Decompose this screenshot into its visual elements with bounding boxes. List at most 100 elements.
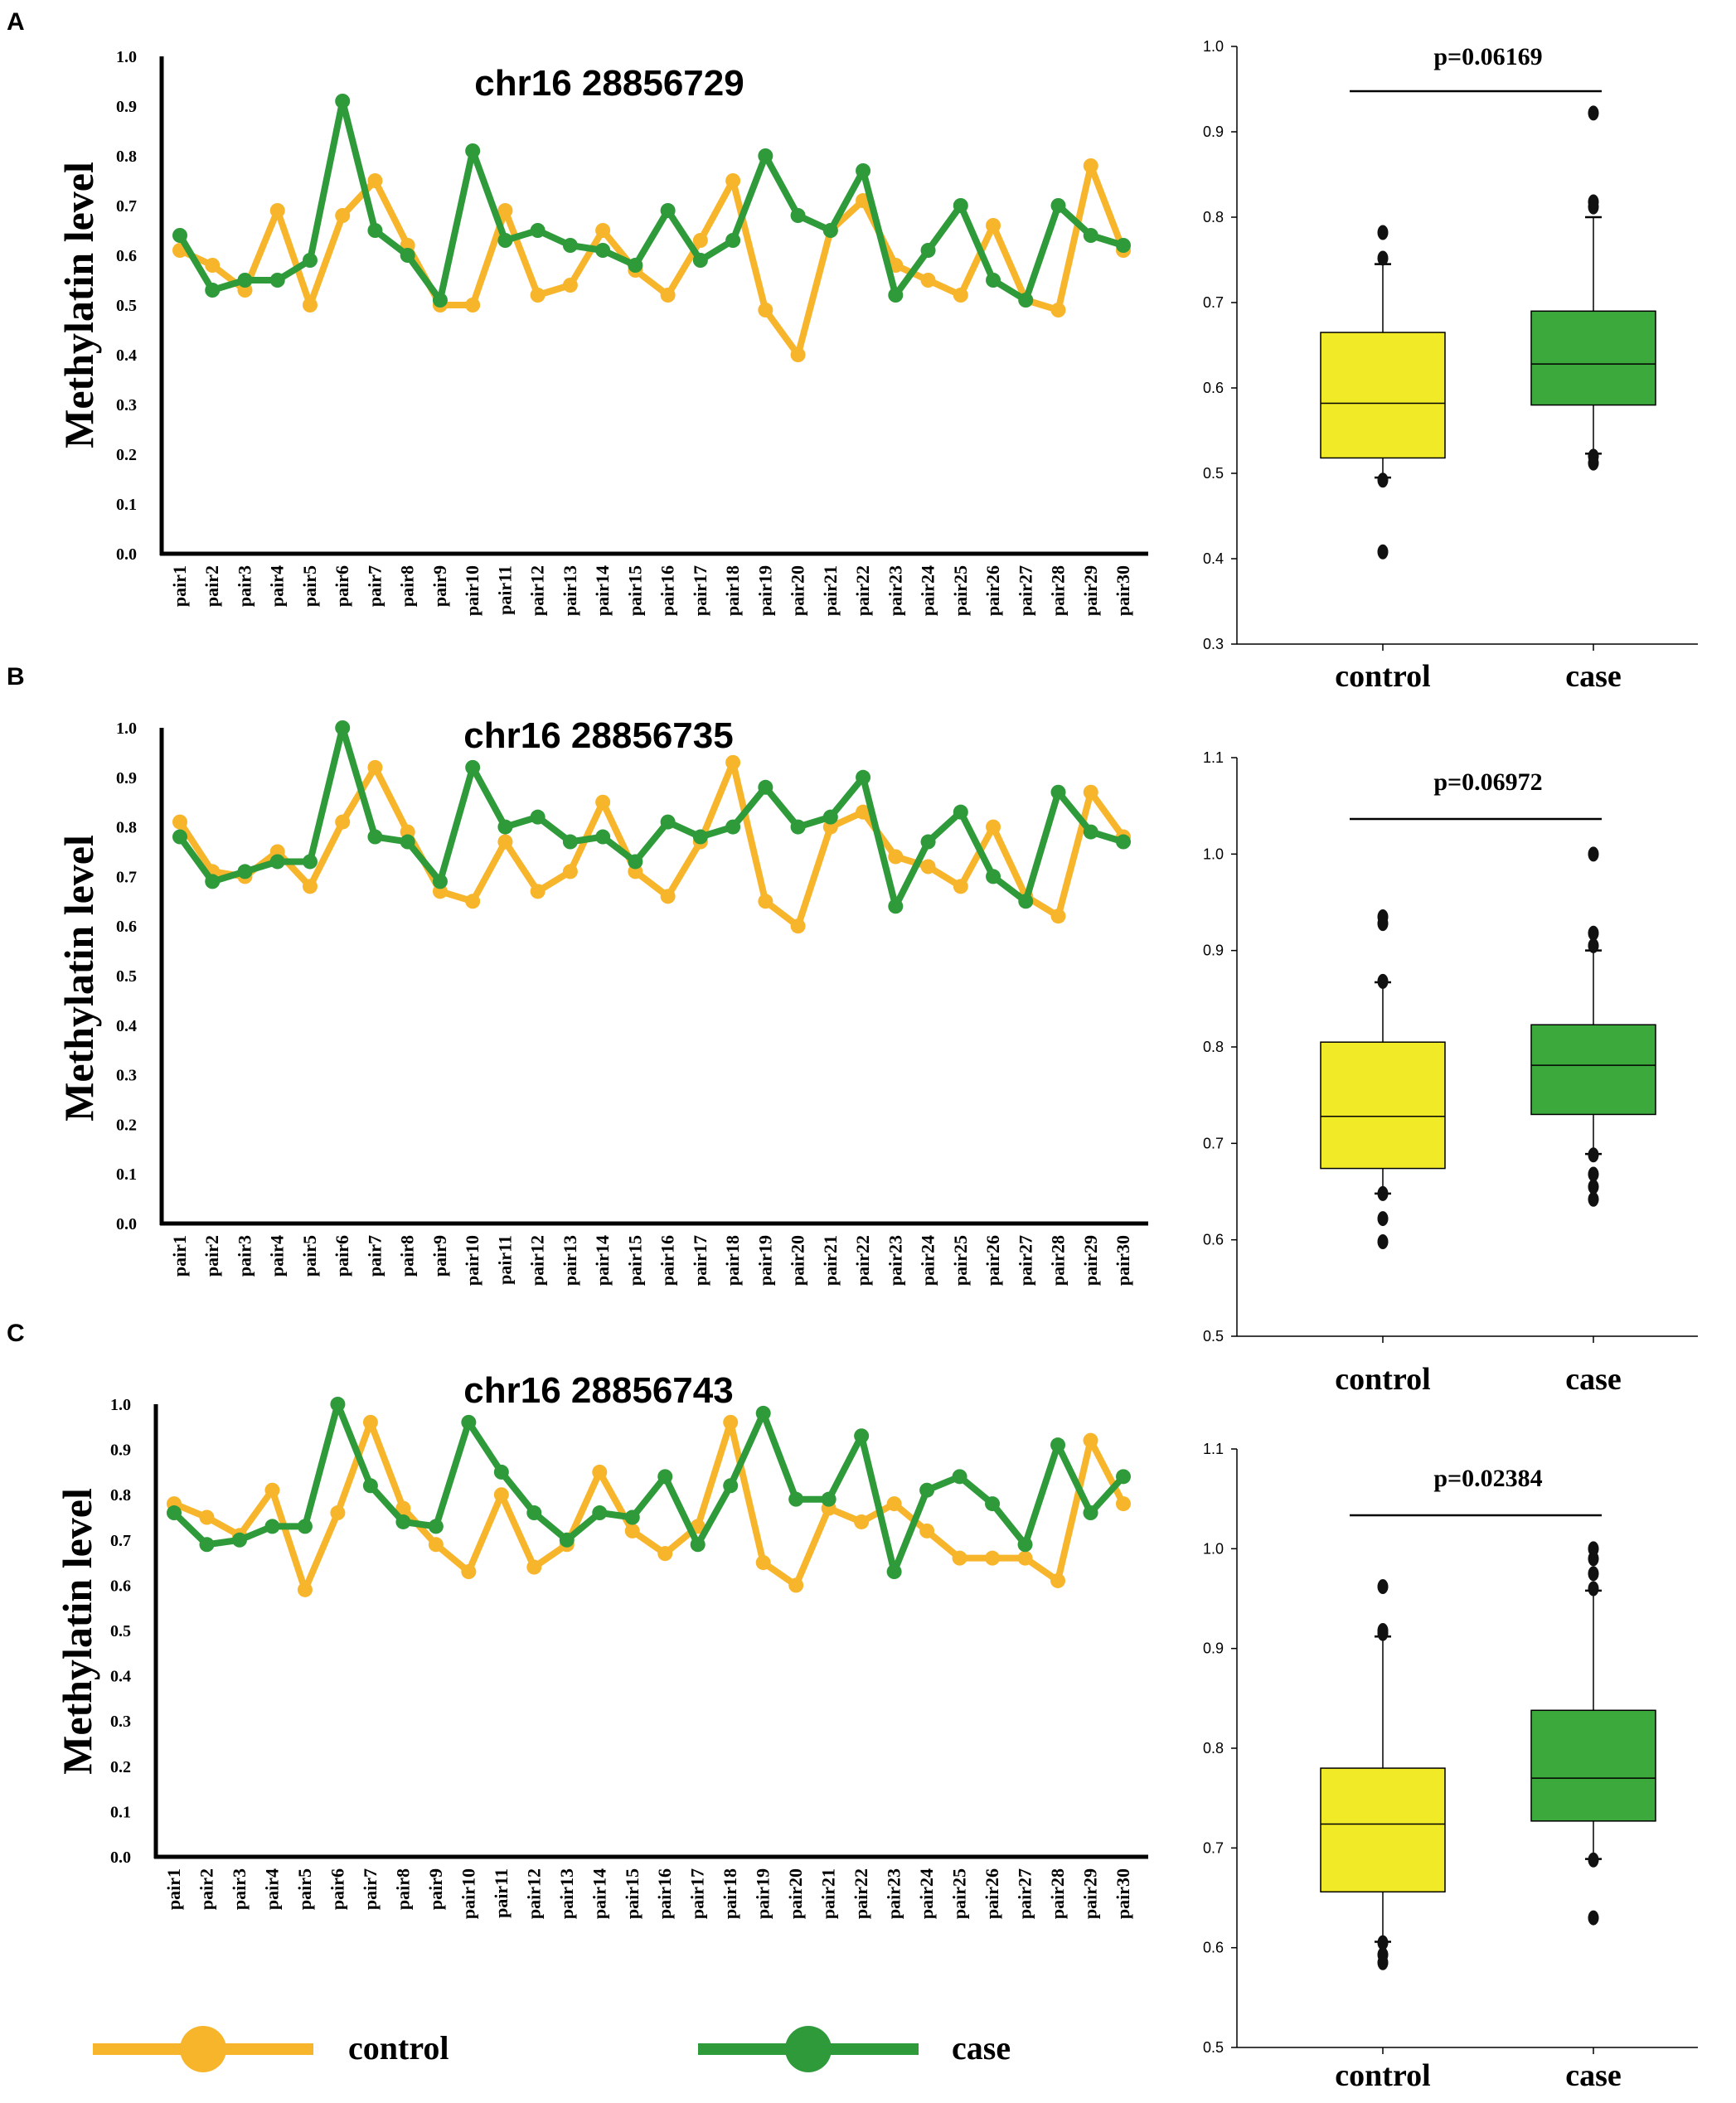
data-point-case — [172, 829, 187, 845]
x-tick-label: pair3 — [234, 1235, 255, 1277]
data-point-case — [624, 1509, 640, 1525]
data-point-control — [562, 278, 578, 293]
box-case: case — [1530, 105, 1656, 694]
data-point-case — [205, 874, 221, 889]
x-tick-label: pair27 — [1015, 565, 1035, 616]
y-tick-label: 0.0 — [116, 1215, 137, 1233]
x-tick-label: pair1 — [169, 1235, 190, 1277]
box-category-label: control — [1335, 1362, 1430, 1397]
data-point-case — [822, 223, 838, 238]
data-point-case — [1083, 1505, 1098, 1521]
data-point-control — [888, 849, 904, 865]
data-point-case — [526, 1505, 542, 1521]
data-point-case — [1116, 834, 1131, 850]
outlier-point — [1588, 1179, 1599, 1194]
x-tick-label: pair2 — [196, 1868, 216, 1910]
x-tick-label: pair9 — [425, 1868, 446, 1910]
box-y-tick-label: 0.8 — [1203, 1039, 1224, 1055]
data-point-case — [986, 273, 1001, 288]
x-tick-label: pair30 — [1113, 1235, 1133, 1286]
data-point-control — [886, 1496, 902, 1512]
data-point-control — [920, 273, 936, 288]
x-tick-label: pair23 — [885, 1235, 905, 1286]
data-point-control — [302, 879, 318, 894]
x-tick-label: pair4 — [261, 1868, 282, 1910]
data-point-control — [497, 203, 513, 218]
x-tick-label: pair29 — [1080, 1868, 1101, 1919]
data-point-control — [660, 889, 676, 904]
data-point-case — [1116, 1469, 1131, 1485]
box-plot: 0.3 0.4 0.5 0.6 0.7 0.8 0.9 1.0 control case p=0.0… — [1203, 38, 1698, 694]
data-point-case — [888, 899, 904, 914]
data-point-case — [167, 1505, 182, 1521]
data-point-case — [400, 248, 415, 263]
y-axis-label: Methylatin level — [54, 1488, 100, 1775]
y-tick-label: 0.6 — [110, 1577, 131, 1595]
data-point-case — [237, 864, 253, 879]
data-point-control — [461, 1564, 477, 1580]
outlier-point — [1377, 1935, 1389, 1950]
data-point-case — [432, 293, 448, 308]
y-tick-label: 0.4 — [116, 346, 137, 365]
y-tick-label: 0.3 — [110, 1713, 131, 1731]
data-point-control — [758, 303, 773, 317]
x-tick-label: pair3 — [234, 565, 255, 607]
x-tick-label: pair27 — [1015, 1868, 1035, 1919]
y-axis-label: Methylatin level — [56, 835, 102, 1122]
box-y-tick-label: 0.5 — [1203, 1328, 1224, 1345]
data-point-control — [725, 173, 741, 188]
box-y-tick-label: 0.6 — [1203, 380, 1224, 396]
box-y-tick-label: 1.1 — [1203, 749, 1224, 766]
data-point-case — [790, 208, 806, 223]
outlier-point — [1588, 194, 1599, 210]
x-tick-label: pair28 — [1048, 565, 1069, 616]
data-point-case — [269, 854, 285, 870]
line-chart-title: chr16 28856729 — [474, 63, 744, 104]
data-point-case — [920, 243, 936, 258]
y-tick-label: 0.3 — [116, 1067, 137, 1085]
outlier-point — [1377, 973, 1389, 989]
x-tick-label: pair6 — [327, 1868, 347, 1910]
outlier-point — [1377, 225, 1389, 240]
data-point-control — [1083, 784, 1098, 800]
outlier-point — [1377, 1211, 1389, 1227]
data-point-control — [920, 859, 936, 875]
data-point-case — [269, 273, 285, 288]
x-tick-label: pair21 — [818, 1868, 839, 1919]
data-point-case — [1018, 894, 1034, 909]
data-point-control — [1050, 909, 1066, 924]
data-point-case — [725, 233, 741, 248]
data-point-control — [953, 288, 968, 303]
x-tick-label: pair5 — [294, 1868, 315, 1910]
data-point-case — [1050, 1437, 1066, 1453]
box-y-tick-label: 1.0 — [1203, 1540, 1224, 1557]
data-point-case — [465, 759, 481, 775]
data-point-case — [920, 834, 936, 850]
x-tick-label: pair27 — [1015, 1235, 1035, 1286]
data-point-case — [953, 804, 968, 820]
y-tick-label: 0.9 — [110, 1442, 131, 1460]
data-point-case — [335, 720, 351, 735]
data-point-control — [497, 834, 513, 850]
x-tick-label: pair18 — [720, 1868, 740, 1919]
x-tick-label: pair20 — [785, 1868, 806, 1919]
data-point-control — [723, 1414, 739, 1430]
box-y-tick-label: 1.0 — [1203, 846, 1224, 862]
data-point-control — [660, 288, 676, 303]
x-tick-label: pair22 — [852, 1235, 873, 1286]
series-case — [172, 94, 1131, 308]
x-tick-label: pair15 — [624, 1235, 645, 1286]
outlier-point — [1377, 1623, 1389, 1639]
x-tick-label: pair28 — [1048, 1235, 1069, 1286]
x-tick-label: pair12 — [527, 1235, 548, 1286]
x-tick-label: pair20 — [788, 565, 808, 616]
data-point-control — [269, 203, 285, 218]
x-tick-label: pair14 — [592, 565, 613, 616]
box-control: control — [1320, 909, 1446, 1397]
data-point-case — [237, 273, 253, 288]
p-value: p=0.06972 — [1433, 768, 1542, 796]
data-point-case — [297, 1519, 313, 1534]
y-tick-label: 0.5 — [110, 1622, 131, 1640]
x-tick-label: pair5 — [299, 1235, 320, 1277]
